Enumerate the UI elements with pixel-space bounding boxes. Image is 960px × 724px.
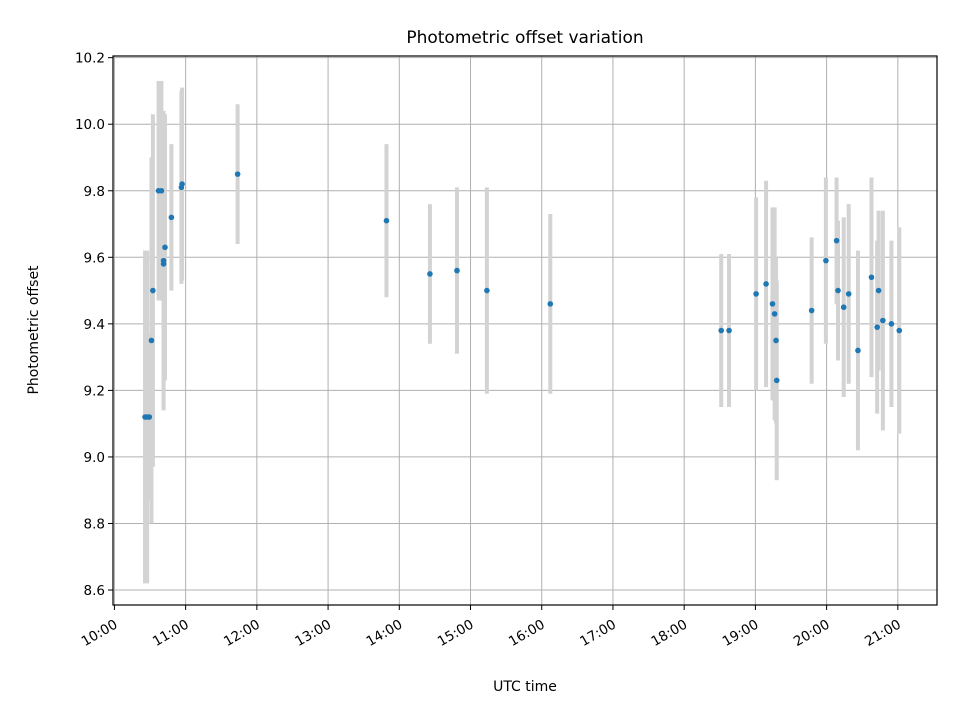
data-points: [142, 171, 903, 420]
data-point: [771, 311, 778, 317]
y-tick-label: 9.2: [84, 383, 105, 399]
data-point: [148, 337, 155, 344]
data-point: [855, 347, 861, 354]
data-point: [179, 181, 185, 187]
data-point: [162, 244, 168, 251]
data-point: [888, 321, 895, 327]
data-point: [868, 274, 875, 281]
data-point: [823, 257, 829, 264]
data-point: [427, 271, 433, 277]
data-point: [773, 377, 780, 384]
data-point: [880, 317, 886, 324]
data-point: [150, 287, 156, 294]
y-tick-label: 9.6: [84, 250, 105, 266]
data-point: [726, 327, 732, 334]
data-point: [454, 267, 460, 274]
data-point: [484, 287, 490, 294]
data-point: [874, 324, 880, 330]
data-point: [158, 187, 165, 194]
y-axis-label: Photometric offset: [26, 265, 42, 395]
data-point: [383, 217, 390, 224]
y-axis-ticks: 8.6 8.8 9.0 9.2 9.4 9.6 9.8 10.0 10.2: [75, 51, 113, 599]
y-tick-label: 8.6: [84, 583, 105, 599]
data-point: [547, 301, 554, 307]
data-point: [769, 301, 776, 307]
data-point: [773, 337, 779, 344]
plot-frame: [112, 55, 938, 606]
y-tick-label: 10.2: [75, 51, 105, 67]
y-tick-label: 8.8: [84, 516, 105, 532]
y-tick-label: 10.0: [75, 117, 105, 133]
x-axis-label: UTC time: [493, 679, 557, 695]
data-point: [833, 237, 840, 244]
data-point: [896, 327, 903, 334]
data-point: [718, 327, 725, 334]
chart-title: Photometric offset variation: [406, 28, 643, 48]
data-point: [146, 414, 153, 420]
y-tick-label: 9.0: [84, 450, 105, 466]
data-point: [160, 257, 167, 264]
data-point: [808, 307, 815, 314]
y-tick-label: 9.4: [84, 317, 105, 333]
data-point: [835, 287, 841, 294]
data-point: [875, 287, 882, 294]
y-tick-label: 9.8: [84, 184, 105, 200]
data-point: [840, 304, 847, 311]
data-point: [234, 171, 241, 177]
data-point: [168, 214, 175, 221]
data-point: [753, 291, 759, 297]
data-point: [763, 281, 769, 287]
data-point: [845, 291, 852, 297]
